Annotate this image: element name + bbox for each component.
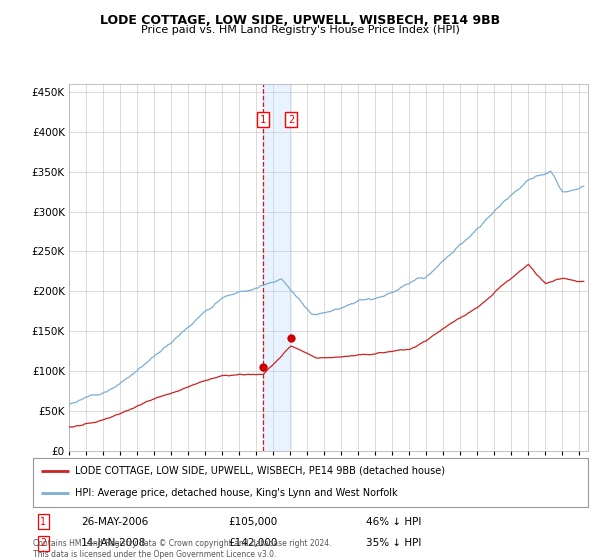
Text: 1: 1: [260, 115, 266, 125]
Text: £105,000: £105,000: [228, 517, 277, 527]
Text: LODE COTTAGE, LOW SIDE, UPWELL, WISBECH, PE14 9BB (detached house): LODE COTTAGE, LOW SIDE, UPWELL, WISBECH,…: [74, 466, 445, 476]
Text: Contains HM Land Registry data © Crown copyright and database right 2024.
This d: Contains HM Land Registry data © Crown c…: [33, 539, 331, 559]
Text: 26-MAY-2006: 26-MAY-2006: [81, 517, 148, 527]
Text: 46% ↓ HPI: 46% ↓ HPI: [366, 517, 421, 527]
Text: £142,000: £142,000: [228, 538, 277, 548]
Text: HPI: Average price, detached house, King's Lynn and West Norfolk: HPI: Average price, detached house, King…: [74, 488, 397, 498]
Text: Price paid vs. HM Land Registry's House Price Index (HPI): Price paid vs. HM Land Registry's House …: [140, 25, 460, 35]
Text: 35% ↓ HPI: 35% ↓ HPI: [366, 538, 421, 548]
FancyBboxPatch shape: [33, 458, 588, 507]
Text: 2: 2: [288, 115, 294, 125]
Text: 14-JAN-2008: 14-JAN-2008: [81, 538, 146, 548]
Text: 1: 1: [40, 517, 46, 527]
Text: 2: 2: [40, 538, 46, 548]
Text: LODE COTTAGE, LOW SIDE, UPWELL, WISBECH, PE14 9BB: LODE COTTAGE, LOW SIDE, UPWELL, WISBECH,…: [100, 14, 500, 27]
Bar: [263, 84, 291, 451]
